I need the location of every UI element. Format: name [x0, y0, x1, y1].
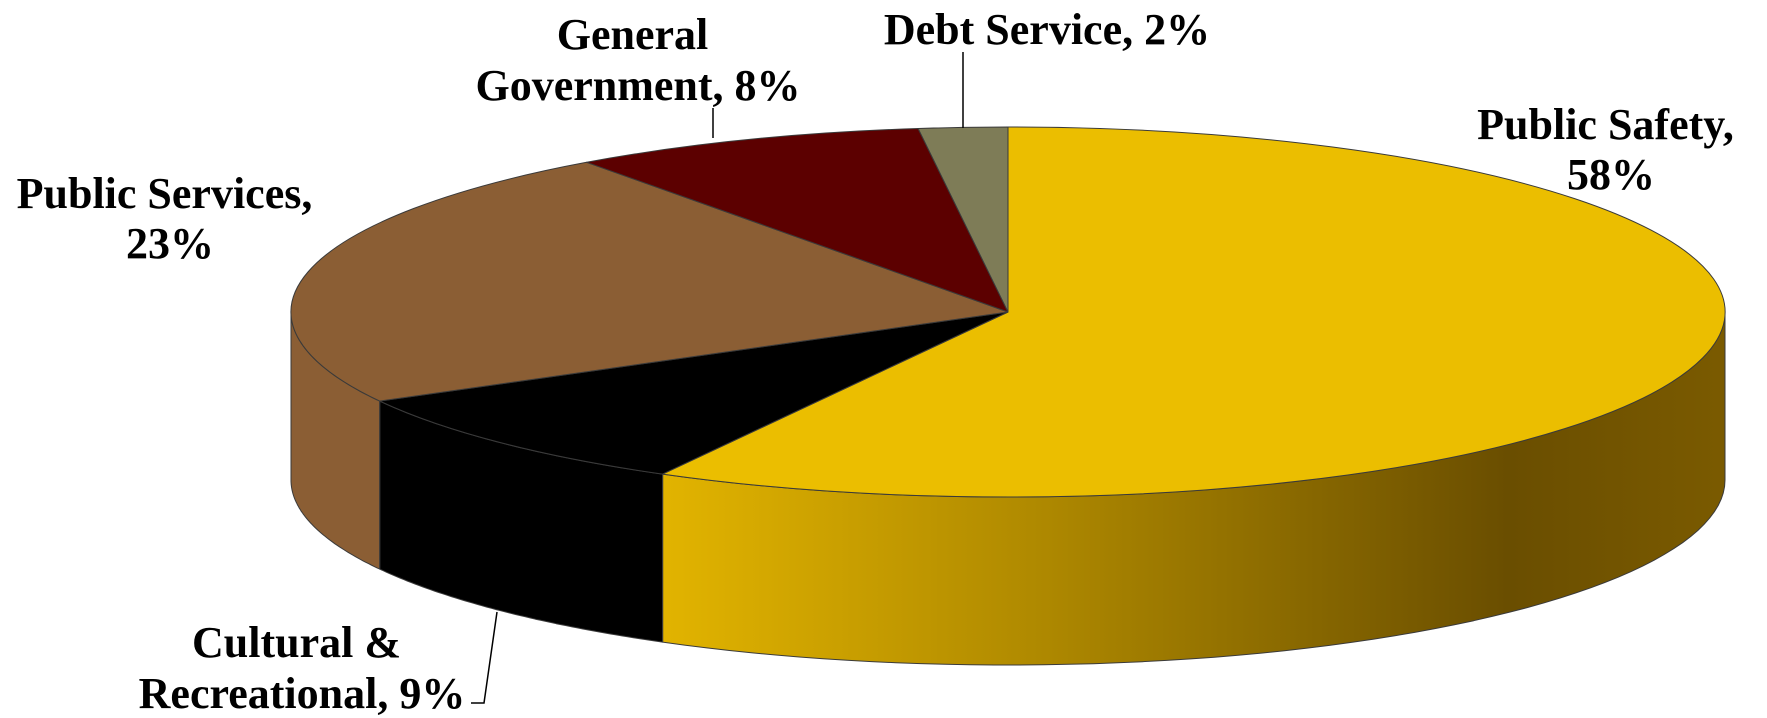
pie-slice-general-government	[586, 128, 1009, 313]
pie-slice-public-services	[290, 161, 1009, 402]
pie-side-walls	[290, 311, 1726, 666]
label-general-government: General Government, 8%	[475, 10, 800, 110]
pie-top-faces	[290, 126, 1726, 498]
label-public-safety: Public Safety, 58%	[1477, 100, 1745, 199]
pie-slice-public-safety	[662, 126, 1726, 498]
leader-line-cultural-recreational	[471, 611, 498, 704]
label-public-services: Public Services, 23%	[17, 169, 324, 268]
slice-labels: Public Safety, 58% Cultural & Recreation…	[17, 5, 1745, 718]
label-cultural-recreational: Cultural & Recreational, 9%	[139, 618, 466, 718]
label-debt-service: Debt Service, 2%	[884, 5, 1210, 54]
label-leader-lines	[471, 52, 964, 704]
pie-slice-cultural-recreational	[379, 311, 1009, 475]
